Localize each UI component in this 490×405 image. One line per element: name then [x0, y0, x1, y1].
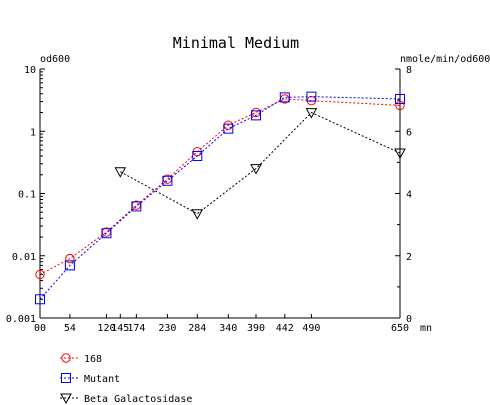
- x-tick-label: 490: [302, 323, 320, 334]
- y-right-tick-label: 2: [406, 252, 412, 263]
- data-point: [305, 108, 318, 119]
- legend-marker: [60, 393, 72, 405]
- data-point: [192, 151, 203, 162]
- series-line: [39, 96, 401, 300]
- x-tick-label: 00: [34, 323, 46, 334]
- y-left-axis-label: od600: [40, 54, 70, 65]
- y-left-tick-label: 0.01: [12, 252, 36, 263]
- chart-title: Minimal Medium: [173, 34, 299, 52]
- data-point: [35, 294, 45, 305]
- data-point: [162, 175, 173, 186]
- series-1: [35, 91, 405, 305]
- data-point: [64, 260, 75, 271]
- y-left-tick-label: 1: [30, 127, 36, 138]
- legend-item: Beta Galactosidase: [60, 393, 192, 405]
- series-line: [39, 98, 401, 275]
- x-tick-label: 145: [111, 323, 129, 334]
- x-tick-label: 340: [219, 323, 237, 334]
- legend-label: Mutant: [84, 374, 120, 385]
- x-axis-unit-label: mn: [420, 323, 432, 334]
- legend: 168 Mutant Beta Galactosidase: [60, 353, 192, 405]
- legend-label: Beta Galactosidase: [84, 394, 192, 405]
- y-right-axis-label: nmole/min/od600: [400, 54, 490, 65]
- x-tick-label: 650: [391, 323, 409, 334]
- series-2: [114, 108, 406, 220]
- data-point: [223, 123, 234, 134]
- y-left-tick-label: 0.001: [6, 314, 36, 325]
- x-tick-label: 120: [97, 323, 115, 334]
- data-point: [101, 228, 112, 239]
- x-tick-label: 442: [276, 323, 294, 334]
- series-line: [120, 111, 401, 215]
- data-point: [35, 269, 45, 280]
- legend-marker: [61, 373, 71, 383]
- data-point: [394, 148, 406, 160]
- data-point: [114, 167, 127, 178]
- data-point: [191, 209, 204, 220]
- data-point: [395, 100, 405, 111]
- data-point: [279, 92, 290, 103]
- series-layer: [35, 91, 406, 305]
- legend-label: 168: [84, 354, 102, 365]
- x-tick-label: 284: [188, 323, 206, 334]
- data-point: [395, 93, 405, 104]
- series-0: [35, 94, 405, 280]
- x-tick-label: 174: [127, 323, 145, 334]
- legend-item: Mutant: [60, 373, 120, 385]
- data-point: [250, 164, 262, 175]
- data-point: [251, 110, 261, 121]
- x-tick-label: 390: [247, 323, 265, 334]
- y-right-tick-label: 4: [406, 190, 412, 201]
- data-point: [131, 201, 142, 212]
- y-left-tick-label: 0.1: [18, 190, 36, 201]
- y-left-tick-label: 10: [24, 65, 36, 76]
- legend-marker: [61, 353, 71, 363]
- legend-item: 168: [60, 353, 102, 365]
- x-tick-label: 54: [64, 323, 76, 334]
- y-right-tick-label: 8: [406, 65, 412, 76]
- y-right-tick-label: 6: [406, 127, 412, 138]
- data-point: [65, 253, 75, 264]
- y-right-tick-label: 0: [406, 314, 412, 325]
- data-point: [306, 91, 317, 102]
- x-tick-label: 230: [158, 323, 176, 334]
